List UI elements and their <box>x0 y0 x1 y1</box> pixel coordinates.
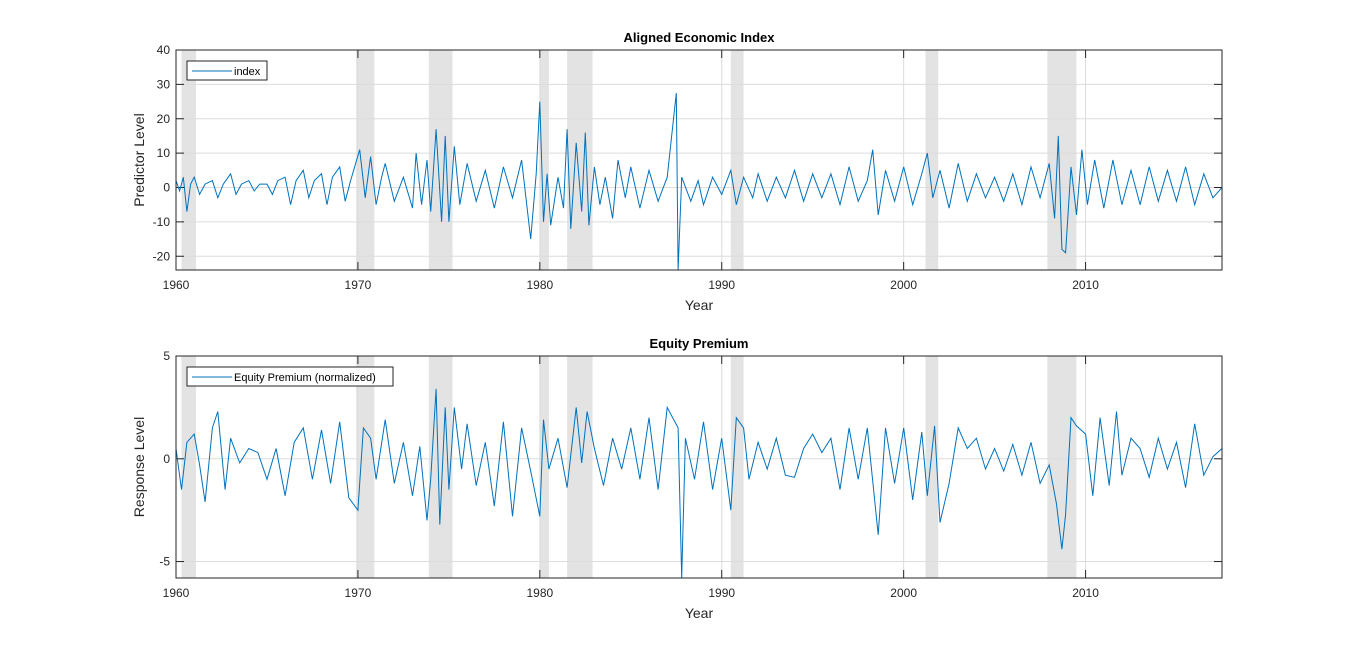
legend-box <box>186 366 394 387</box>
axes-box <box>175 355 1223 579</box>
legend-label: Equity Premium (normalized) <box>234 372 376 384</box>
x-tick-label: 1980 <box>526 278 553 292</box>
recession-band <box>567 356 593 578</box>
y-tick-label: -10 <box>153 215 171 229</box>
x-tick-label: 1990 <box>708 278 735 292</box>
chart-title: Equity Premium <box>650 336 749 351</box>
y-tick-label: 5 <box>163 349 170 363</box>
subplot-2: 1960 1970 1980 1990 2000 2010 -5 0 5 Equity Premi… <box>131 336 1223 621</box>
y-tick-label: 10 <box>157 146 171 160</box>
y-axis-label: Response Level <box>131 417 147 517</box>
x-axis-label: Year <box>685 297 714 313</box>
recession-band <box>1047 356 1077 578</box>
recession-band <box>567 50 593 270</box>
recession-band <box>181 356 197 578</box>
y-tick-label: 20 <box>157 112 171 126</box>
x-tick-label: 2010 <box>1072 278 1099 292</box>
x-tick-label: 2010 <box>1072 586 1099 600</box>
x-axis-label: Year <box>685 605 714 621</box>
y-tick-label: 0 <box>163 452 170 466</box>
legend: Equity Premium (normalized) <box>186 366 394 387</box>
y-tick-label: 40 <box>157 43 171 57</box>
y-tick-label: -5 <box>159 555 170 569</box>
y-axis-label: Predictor Level <box>131 113 147 206</box>
x-tick-label: 2000 <box>890 586 917 600</box>
x-tick-label: 1990 <box>708 586 735 600</box>
x-tick-label: 2000 <box>890 278 917 292</box>
series-line <box>175 92 1223 271</box>
x-tick-label: 1960 <box>163 586 190 600</box>
recession-band <box>428 356 453 578</box>
recession-band <box>356 356 375 578</box>
legend: index <box>186 60 268 81</box>
recession-band <box>925 50 939 270</box>
recession-band <box>181 50 197 270</box>
x-tick-label: 1970 <box>345 278 372 292</box>
recession-band <box>730 50 744 270</box>
x-tick-label: 1980 <box>526 586 553 600</box>
recession-band <box>428 50 453 270</box>
series-line <box>175 388 1223 579</box>
y-tick-label: 0 <box>163 181 170 195</box>
chart-title: Aligned Economic Index <box>624 30 776 45</box>
x-tick-label: 1960 <box>163 278 190 292</box>
y-tick-label: 30 <box>157 77 171 91</box>
recession-band <box>925 356 939 578</box>
recession-band <box>730 356 744 578</box>
recession-band <box>539 356 549 578</box>
recession-band <box>356 50 375 270</box>
legend-label: index <box>234 66 261 78</box>
recession-band <box>1047 50 1077 270</box>
y-tick-label: -20 <box>153 249 171 263</box>
subplot-1: 1960 1970 1980 1990 2000 2010 -20 -10 0 10 20 30 40 A… <box>131 30 1223 313</box>
axes-box <box>175 49 1223 271</box>
x-tick-label: 1970 <box>345 586 372 600</box>
recession-band <box>539 50 549 270</box>
